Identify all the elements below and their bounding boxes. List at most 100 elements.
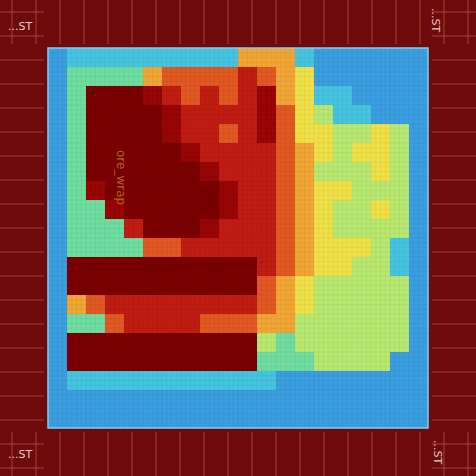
pad-line xyxy=(432,300,476,301)
grid-line xyxy=(380,48,381,428)
grid-line xyxy=(418,48,419,428)
pad-line xyxy=(60,0,61,44)
pad-line xyxy=(432,396,476,397)
pad-line xyxy=(84,432,85,476)
pad-line xyxy=(204,432,205,476)
pad-line xyxy=(180,0,181,44)
pad-line xyxy=(432,132,476,133)
pad-line xyxy=(276,0,277,44)
pad-line xyxy=(0,348,44,349)
pad-line xyxy=(432,372,476,373)
pad-line xyxy=(0,300,44,301)
pad-line xyxy=(0,420,44,421)
pad-line xyxy=(300,432,301,476)
pad-line xyxy=(156,0,157,44)
layout-view: ...ST ...ST ...ST ...ST ore_wrap xyxy=(0,0,476,476)
grid-line xyxy=(390,48,391,428)
routing-grid xyxy=(48,48,428,428)
pad-line xyxy=(396,432,397,476)
pad-line xyxy=(0,156,44,157)
grid-line xyxy=(48,375,428,376)
pad-line xyxy=(0,36,44,37)
grid-line xyxy=(48,418,428,419)
pad-line xyxy=(432,252,476,253)
grid-line xyxy=(423,48,424,428)
pad-line xyxy=(0,204,44,205)
pad-line xyxy=(348,432,349,476)
pad-line xyxy=(420,0,421,44)
annotation: ...ST xyxy=(429,8,442,32)
grid-line xyxy=(48,404,428,405)
grid-line xyxy=(48,390,428,391)
pad-line xyxy=(276,432,277,476)
pad-line xyxy=(432,228,476,229)
pad-line xyxy=(432,276,476,277)
heatmap-cells xyxy=(48,48,428,428)
pad-line xyxy=(432,468,476,469)
pad-line xyxy=(0,108,44,109)
annotation: ...ST xyxy=(431,440,444,464)
pad-line xyxy=(348,0,349,44)
pad-line xyxy=(432,36,476,37)
grid-line xyxy=(413,48,414,428)
grid-line xyxy=(48,394,428,395)
grid-line xyxy=(404,48,405,428)
pad-line xyxy=(0,132,44,133)
grid-line xyxy=(409,48,410,428)
pad-line xyxy=(108,0,109,44)
pad-line xyxy=(252,0,253,44)
pad-line xyxy=(324,432,325,476)
pad-line xyxy=(0,60,44,61)
pad-line xyxy=(432,84,476,85)
pad-line xyxy=(432,60,476,61)
pad-line xyxy=(228,432,229,476)
pad-line xyxy=(36,432,37,476)
grid-line xyxy=(399,48,400,428)
pad-line xyxy=(0,396,44,397)
grid-line xyxy=(375,48,376,428)
grid-line xyxy=(385,48,386,428)
pad-line xyxy=(0,180,44,181)
pad-line xyxy=(0,324,44,325)
pad-line xyxy=(432,180,476,181)
pad-line xyxy=(0,468,44,469)
annotation: ...ST xyxy=(8,20,32,33)
pad-line xyxy=(432,324,476,325)
grid-line xyxy=(48,385,428,386)
pad-line xyxy=(228,0,229,44)
pad-line xyxy=(324,0,325,44)
pad-line xyxy=(180,432,181,476)
grid-line xyxy=(48,380,428,381)
pad-line xyxy=(468,432,469,476)
pad-line xyxy=(36,0,37,44)
grid-line xyxy=(394,48,395,428)
pad-line xyxy=(468,0,469,44)
pad-line xyxy=(444,0,445,44)
pad-line xyxy=(432,156,476,157)
pad-line xyxy=(300,0,301,44)
grid-line xyxy=(48,423,428,424)
pad-line xyxy=(252,432,253,476)
pad-line xyxy=(204,0,205,44)
pad-line xyxy=(0,252,44,253)
grid-line xyxy=(48,413,428,414)
pad-line xyxy=(396,0,397,44)
annotation: ore_wrap xyxy=(114,150,128,205)
pad-line xyxy=(132,0,133,44)
pad-line xyxy=(432,108,476,109)
grid-line xyxy=(48,399,428,400)
annotation: ...ST xyxy=(8,448,32,461)
core-frame xyxy=(48,48,428,428)
pad-line xyxy=(0,84,44,85)
pad-line xyxy=(132,432,133,476)
pad-line xyxy=(432,420,476,421)
pad-line xyxy=(0,372,44,373)
pad-line xyxy=(372,432,373,476)
pad-line xyxy=(0,228,44,229)
grid-line xyxy=(48,409,428,410)
pad-line xyxy=(60,432,61,476)
pad-line xyxy=(108,432,109,476)
pad-ring xyxy=(0,0,476,476)
pad-line xyxy=(0,276,44,277)
pad-line xyxy=(0,444,44,445)
